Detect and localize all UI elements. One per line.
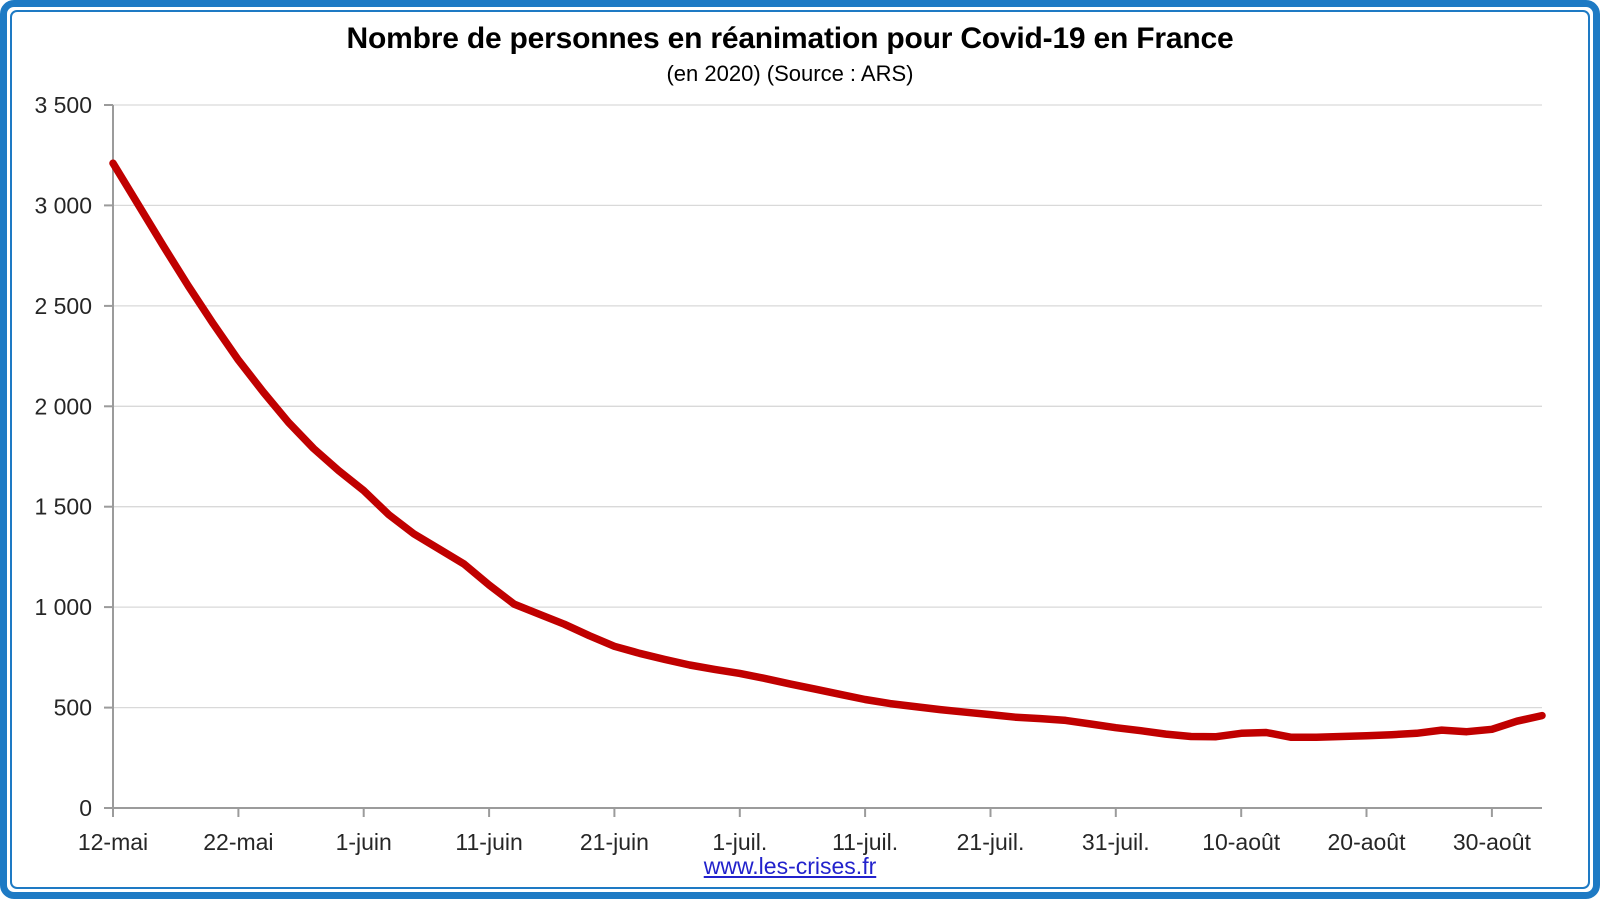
x-axis-ticks: 12-mai 22-mai 1-juin 11-juin 21-juin 1-juil. 1… — [78, 808, 1532, 855]
y-tick-label: 500 — [54, 695, 92, 721]
chart-title: Nombre de personnes en réanimation pour … — [346, 22, 1234, 55]
footer-link[interactable]: www.les-crises.fr — [703, 853, 877, 879]
x-tick-label: 31-juil. — [1082, 829, 1150, 855]
series-line — [109, 159, 1546, 742]
y-tick-label: 1 000 — [34, 594, 92, 620]
x-tick-label: 1-juil. — [712, 829, 767, 855]
y-axis-ticks: 0 500 1 000 1 500 2 000 2 500 3 000 3 500 — [34, 92, 113, 821]
y-tick-label: 2 000 — [34, 393, 92, 419]
y-tick-label: 2 500 — [34, 293, 92, 319]
x-tick-label: 12-mai — [78, 829, 148, 855]
x-tick-label: 21-juin — [580, 829, 649, 855]
chart-subtitle: (en 2020) (Source : ARS) — [666, 61, 914, 86]
x-tick-label: 1-juin — [336, 829, 392, 855]
y-tick-label: 1 500 — [34, 494, 92, 520]
x-tick-label: 20-août — [1327, 829, 1406, 855]
y-tick-label: 0 — [79, 795, 92, 821]
y-tick-label: 3 000 — [34, 192, 92, 218]
x-tick-label: 10-août — [1202, 829, 1281, 855]
y-tick-label: 3 500 — [34, 92, 92, 118]
x-tick-label: 30-août — [1453, 829, 1532, 855]
x-tick-label: 21-juil. — [957, 829, 1025, 855]
x-tick-label: 22-mai — [203, 829, 273, 855]
axes — [112, 105, 1542, 809]
gridlines — [113, 104, 1542, 709]
x-tick-label: 11-juin — [455, 829, 522, 855]
x-tick-label: 11-juil. — [832, 829, 898, 855]
footer: www.les-crises.fr — [0, 853, 1580, 880]
